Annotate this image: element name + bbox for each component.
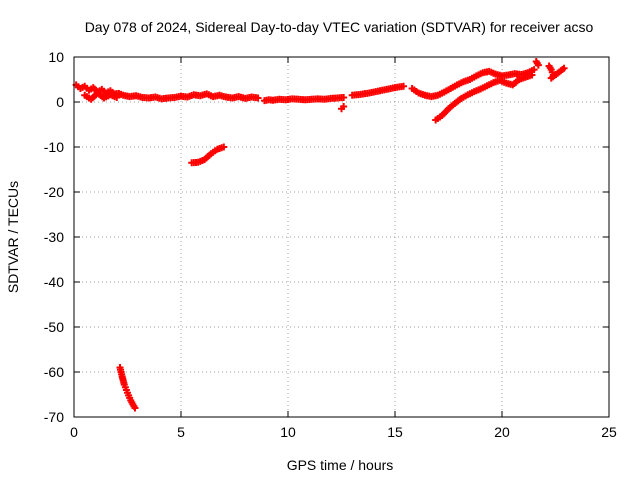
data-point (220, 143, 228, 151)
chart-title: Day 078 of 2024, Sidereal Day-to-day VTE… (85, 19, 594, 35)
y-tick-label: -10 (44, 139, 64, 155)
x-tick-label: 25 (601, 424, 617, 440)
y-tick-label: -60 (44, 364, 64, 380)
data-point (340, 103, 348, 110)
y-tick-label: 0 (56, 94, 64, 110)
y-axis-label: SDTVAR / TECUs (5, 181, 21, 293)
axis-ticks: 0 5 10 15 20 25 10 0 -10 -20 -30 -40 -50 -60 -70 (44, 49, 617, 440)
data-point (400, 82, 408, 90)
data-point (340, 94, 348, 101)
data-point (131, 404, 139, 412)
plot-frame (73, 56, 610, 418)
x-tick-label: 20 (494, 424, 510, 440)
data-point (254, 94, 262, 102)
y-tick-label: -70 (44, 409, 64, 425)
data-point (113, 94, 121, 101)
x-axis-label: GPS time / hours (287, 457, 394, 473)
data-point (530, 66, 538, 74)
data-point (528, 71, 536, 79)
data-point (534, 61, 542, 69)
y-tick-label: -20 (44, 184, 64, 200)
y-tick-label: -50 (44, 319, 64, 335)
x-tick-label: 15 (387, 424, 403, 440)
y-tick-label: -40 (44, 274, 64, 290)
x-tick-label: 5 (177, 424, 185, 440)
data-series (72, 58, 568, 412)
grid (74, 57, 609, 417)
y-tick-label: 10 (48, 49, 64, 65)
data-point (560, 64, 568, 72)
y-tick-label: -30 (44, 229, 64, 245)
x-tick-label: 10 (280, 424, 296, 440)
x-tick-label: 0 (70, 424, 78, 440)
